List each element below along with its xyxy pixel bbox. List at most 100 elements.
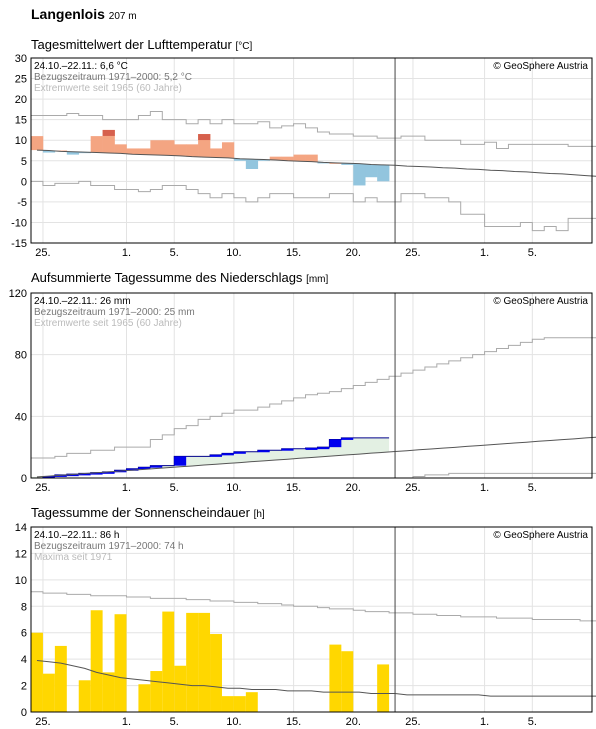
precip-daily-bar xyxy=(174,456,187,466)
precip-xtick-label: 25. xyxy=(405,482,420,494)
sun-bar xyxy=(102,672,115,712)
sun-ytick-label: 2 xyxy=(21,681,27,693)
temp-anomaly-bar xyxy=(66,151,80,155)
temp-anomaly-bar xyxy=(377,164,390,182)
temperature-title-text: Tagesmittelwert der Lufttemperatur xyxy=(31,37,232,52)
temp-ytick-label: 10 xyxy=(15,135,27,147)
temp-max-extreme-line xyxy=(31,110,596,149)
precip-climatology-line xyxy=(36,436,596,478)
temp-anomaly-bar xyxy=(186,144,199,157)
temp-anomaly-peak xyxy=(102,129,115,136)
sun-bar xyxy=(233,696,246,712)
precip-xtick-label: 10. xyxy=(226,482,241,494)
precip-daily-bar xyxy=(221,453,234,456)
sun-xtick-label: 15. xyxy=(286,716,301,728)
precip-daily-bar xyxy=(66,474,79,477)
station-header: Langenlois 207 m xyxy=(31,6,137,22)
sun-bar xyxy=(31,632,43,712)
precip-credit: © GeoSphere Austria xyxy=(493,296,588,307)
precip-max-extreme-line xyxy=(31,337,596,459)
sun-bar xyxy=(150,671,163,712)
temp-anomaly-bar xyxy=(138,148,151,155)
sun-bar xyxy=(377,664,390,712)
precip-ytick-label: 0 xyxy=(21,473,27,485)
temp-xtick-label: 10. xyxy=(226,247,241,259)
sun-max-extreme-line xyxy=(31,591,596,622)
sun-bar xyxy=(42,673,55,712)
temp-xtick-label: 5. xyxy=(528,247,537,259)
precip-daily-bar xyxy=(210,454,222,457)
sun-bar xyxy=(329,644,342,712)
precip-daily-bar xyxy=(150,465,163,468)
temp-ytick-label: -5 xyxy=(17,197,27,209)
precip-legend-current: 24.10.–22.11.: 26 mm xyxy=(34,296,131,307)
temp-anomaly-bar xyxy=(174,144,187,156)
precip-daily-bar xyxy=(341,437,354,440)
temp-xtick-label: 25. xyxy=(35,247,50,259)
sunshine-unit: [h] xyxy=(253,509,265,520)
sun-bar xyxy=(245,692,258,712)
temp-legend-reference: Bezugszeitraum 1971–2000: 5,2 °C xyxy=(34,72,192,83)
temp-anomaly-bar xyxy=(281,156,294,161)
temp-anomaly-bar xyxy=(353,163,366,186)
sun-xtick-label: 5. xyxy=(170,716,179,728)
precip-xtick-label: 1. xyxy=(480,482,489,494)
temp-anomaly-bar xyxy=(293,154,306,162)
precip-daily-bar xyxy=(281,448,294,451)
temp-anomaly-bar xyxy=(305,154,318,162)
precip-daily-bar xyxy=(54,474,67,477)
sun-xtick-label: 25. xyxy=(35,716,50,728)
sunshine-title: Tagessumme der Sonnenscheindauer [h] xyxy=(31,505,265,520)
sun-legend-current: 24.10.–22.11.: 86 h xyxy=(34,530,119,541)
sun-xtick-label: 10. xyxy=(226,716,241,728)
sun-ytick-label: 14 xyxy=(15,522,27,534)
sun-ytick-label: 12 xyxy=(15,548,27,560)
temp-xtick-label: 5. xyxy=(170,247,179,259)
temp-climatology-line xyxy=(36,149,596,177)
sun-xtick-label: 5. xyxy=(528,716,537,728)
precip-ytick-label: 40 xyxy=(15,411,27,423)
precip-daily-bar xyxy=(78,473,91,476)
sunshine-title-text: Tagessumme der Sonnenscheindauer xyxy=(31,505,250,520)
precip-daily-bar xyxy=(102,471,115,474)
precip-legend-reference: Bezugszeitraum 1971–2000: 25 mm xyxy=(34,307,195,318)
temp-legend-extremes: Extremwerte seit 1965 (60 Jahre) xyxy=(34,83,182,94)
sun-bar xyxy=(162,611,175,712)
temp-ytick-label: 25 xyxy=(15,74,27,86)
temp-anomaly-bar xyxy=(162,140,175,156)
temp-ytick-label: 15 xyxy=(15,115,27,127)
temp-xtick-label: 25. xyxy=(405,247,420,259)
precip-daily-bar xyxy=(257,450,270,453)
temp-xtick-label: 1. xyxy=(122,247,131,259)
sun-bar xyxy=(54,645,67,712)
station-elevation: 207 m xyxy=(108,11,137,22)
temp-ytick-label: 0 xyxy=(21,176,27,188)
sun-legend-extremes: Maxima seit 1971 xyxy=(34,552,113,563)
temp-anomaly-bar xyxy=(233,158,247,161)
temp-anomaly-bar xyxy=(31,136,44,151)
temperature-unit: [°C] xyxy=(235,41,253,52)
temp-xtick-label: 1. xyxy=(480,247,489,259)
sun-ytick-label: 6 xyxy=(21,628,27,640)
temp-anomaly-bar xyxy=(42,150,56,153)
sun-bar xyxy=(138,684,151,712)
sun-xtick-label: 25. xyxy=(405,716,420,728)
temp-legend-current: 24.10.–22.11.: 6,6 °C xyxy=(34,61,128,72)
precip-xtick-label: 15. xyxy=(286,482,301,494)
temp-ytick-label: -10 xyxy=(11,217,27,229)
temp-anomaly-bar xyxy=(90,136,103,153)
temp-min-extreme-line xyxy=(31,180,596,232)
sun-ytick-label: 10 xyxy=(15,575,27,587)
temp-ytick-label: 5 xyxy=(21,156,27,168)
precip-xtick-label: 1. xyxy=(122,482,131,494)
temp-ytick-label: 30 xyxy=(15,53,27,65)
temp-ytick-label: 20 xyxy=(15,94,27,106)
precip-frame xyxy=(30,292,593,479)
temp-anomaly-bar xyxy=(269,156,282,160)
sun-credit: © GeoSphere Austria xyxy=(493,530,588,541)
precip-legend-extremes: Extremwerte seit 1965 (60 Jahre) xyxy=(34,318,182,329)
temp-credit: © GeoSphere Austria xyxy=(493,61,588,72)
sun-xtick-label: 1. xyxy=(122,716,131,728)
